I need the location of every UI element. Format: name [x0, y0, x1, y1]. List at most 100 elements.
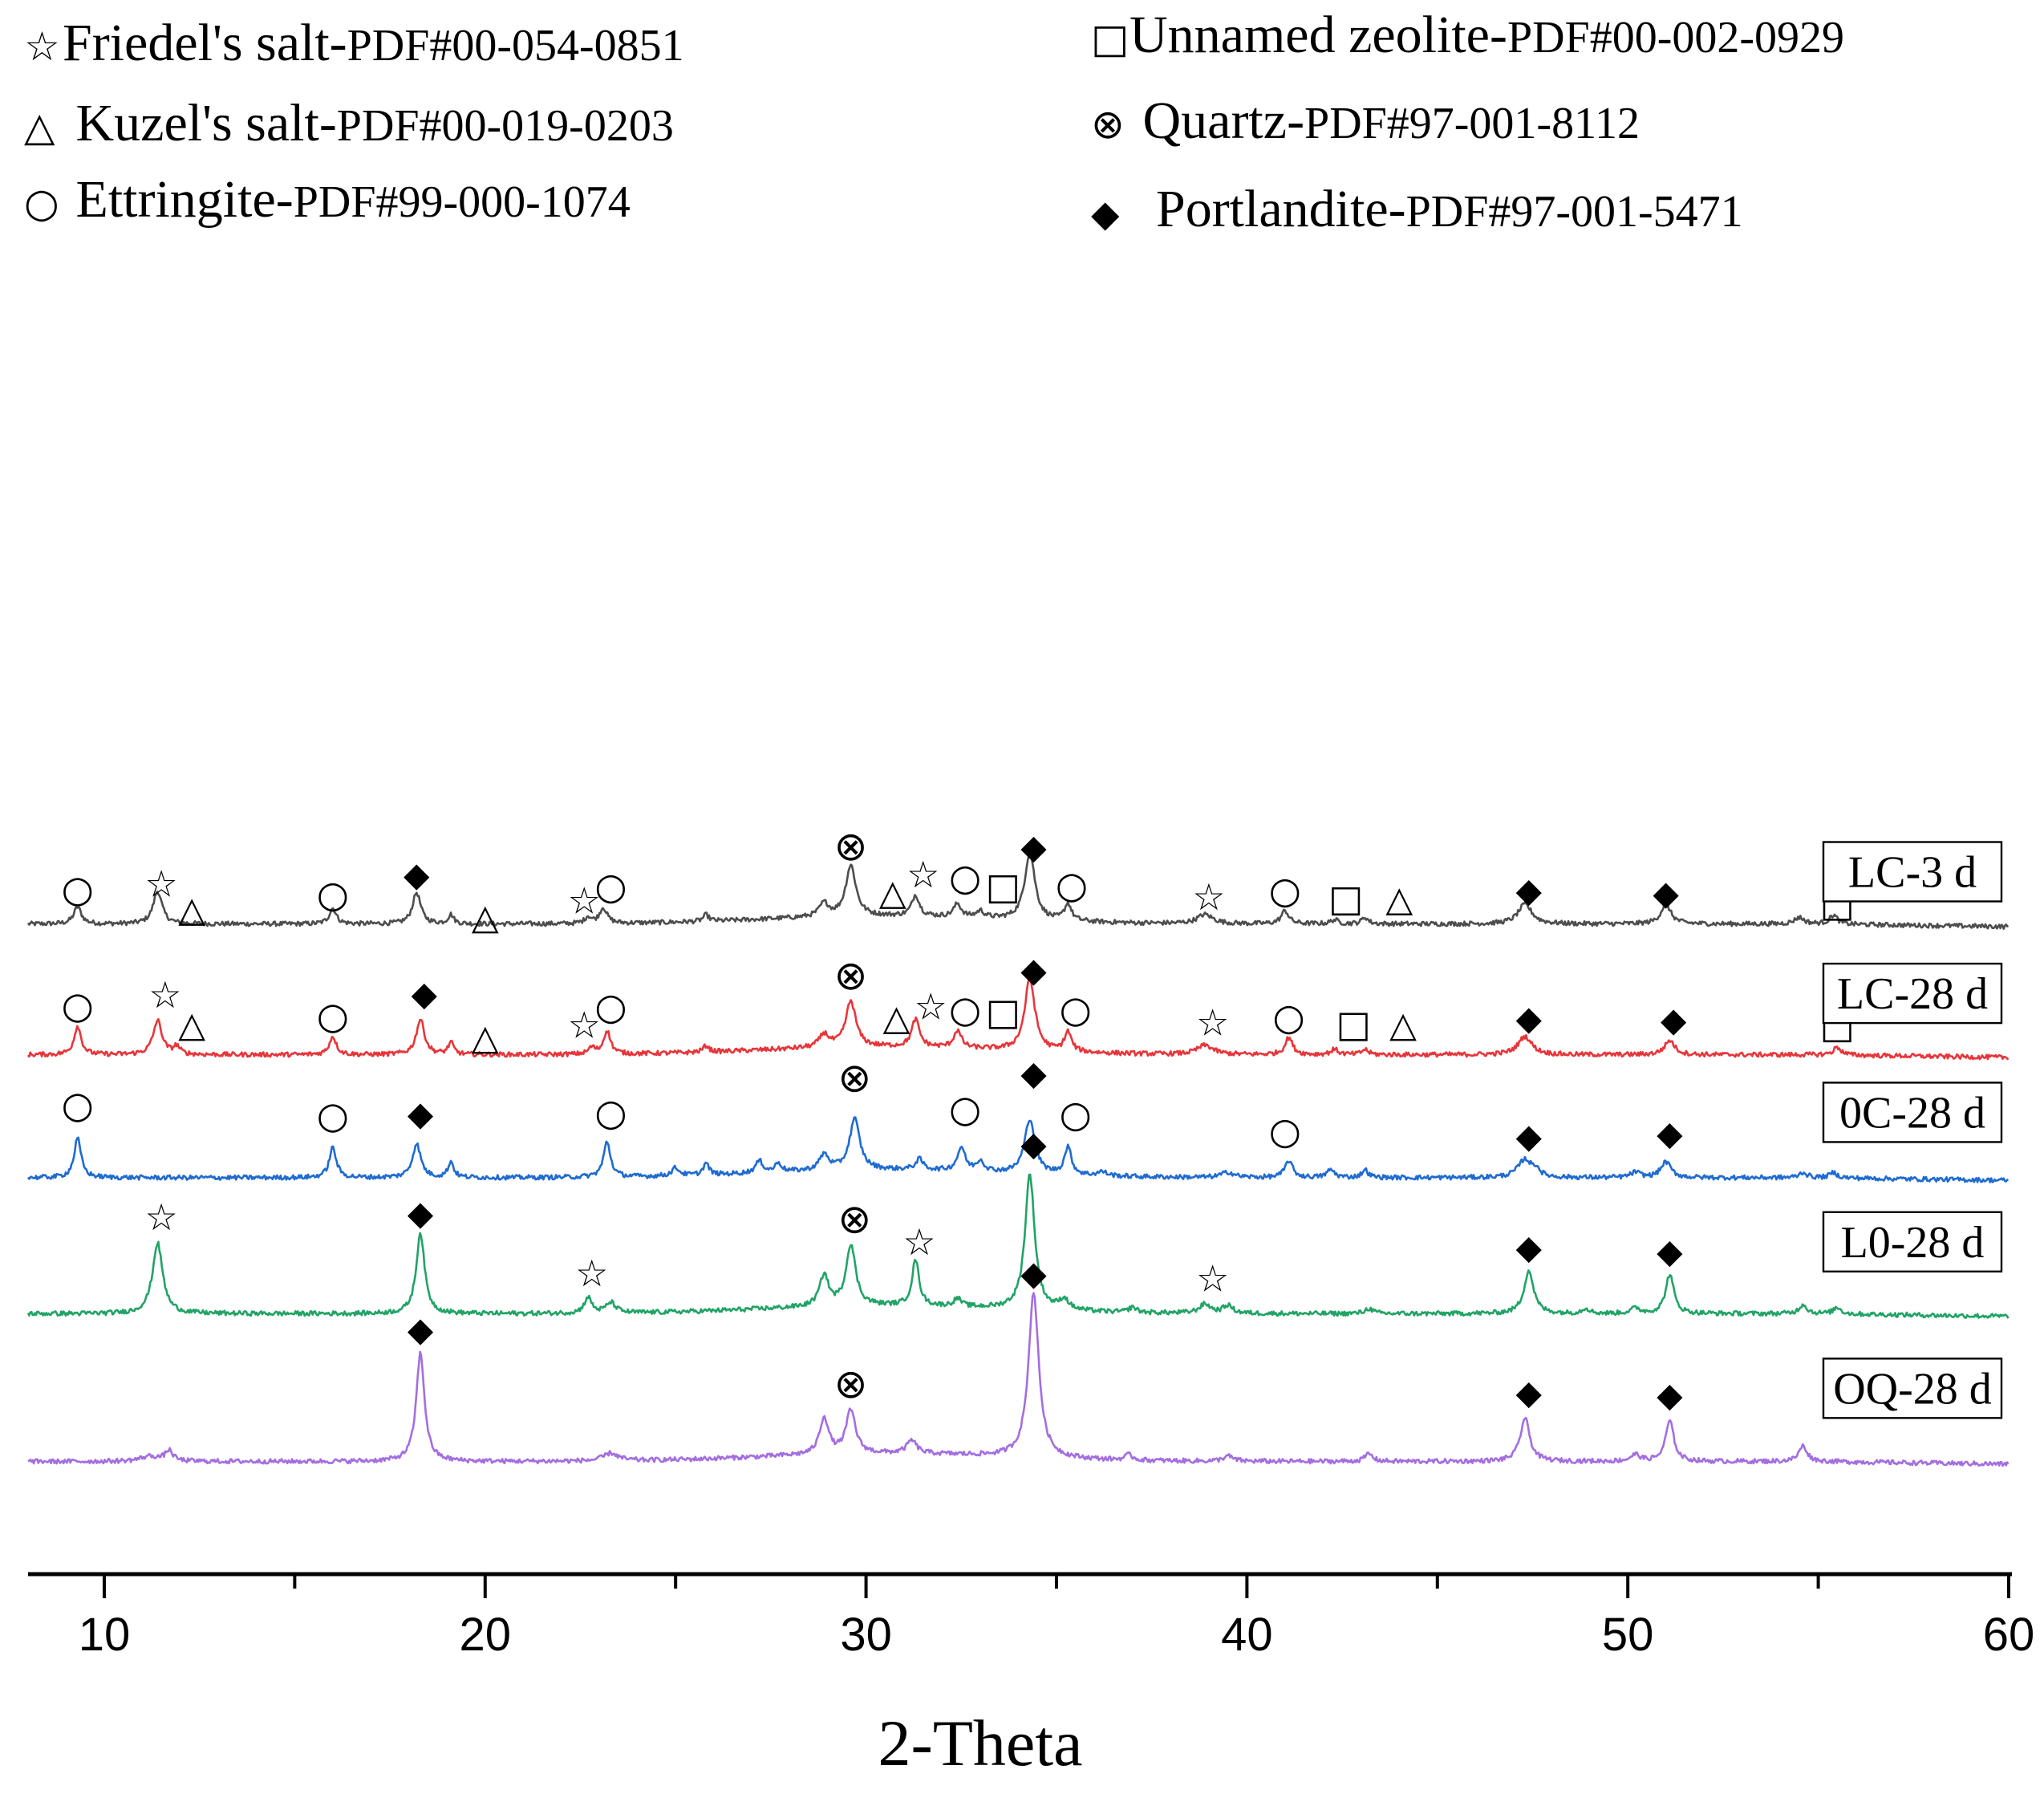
series-LC-28-d: [26, 977, 2010, 1061]
legend-phase-name: Portlandite-: [1129, 180, 1406, 238]
series-labels: LC-3 d LC-28 d 0C-28 d L0-28 d OQ-28 d: [1822, 841, 2003, 1419]
legend-entry-circle: ○ Ettringite-PDF#99-000-1074: [24, 170, 631, 229]
circle-marker: ○: [1269, 1110, 1301, 1153]
legend: ☆ Friedel's salt-PDF#00-054-0851 △ Kuzel's…: [24, 6, 1844, 238]
diamond-marker: ◆: [1516, 1116, 1543, 1155]
xrd-trace: [26, 850, 2010, 930]
circle-marker: ○: [1056, 863, 1088, 907]
legend-pdf-code: PDF#97-001-8112: [1304, 99, 1640, 148]
diamond-marker: ◆: [408, 1194, 434, 1233]
circle-marker: ○: [317, 994, 349, 1037]
markers-LC-28-d: ○ ☆△ ○◆△ ☆○⊗△ ☆ ○ □◆○ ☆ ○ □ △ ◆ ◆ □: [62, 950, 1855, 1058]
markers-OQ-28-d: ◆ ⊗ ◆ ◆ ◆: [408, 1254, 1683, 1415]
markers-0C-28-d: ○ ○ ◆ ○ ⊗ ○ ◆ ○ ○ ◆ ◆: [62, 1053, 1684, 1155]
series-label-box: [1822, 962, 2003, 1025]
circle-marker: ○: [594, 865, 627, 908]
square-marker: □: [1328, 876, 1363, 919]
diamond-marker: ◆: [1657, 1232, 1683, 1271]
diamond-marker: ◆: [1516, 1228, 1543, 1267]
diamond-marker: ◆: [1020, 950, 1047, 989]
star-marker: ☆: [145, 862, 178, 905]
star-marker: ☆: [568, 1004, 601, 1047]
series-label-text: 0C-28 d: [1839, 1088, 1985, 1138]
star-marker: ☆: [575, 1252, 608, 1295]
circle-marker: ○: [1060, 1092, 1092, 1135]
diamond-marker: ◆: [1020, 1053, 1047, 1093]
series-label-text: L0-28 d: [1841, 1218, 1985, 1268]
legend-phase-name: Ettringite-: [63, 170, 294, 229]
diamond-marker: ◆: [1657, 1375, 1683, 1414]
legend-entry-triangle: △ Kuzel's salt-PDF#00-019-0203: [24, 94, 674, 152]
circle-marker: ○: [949, 988, 981, 1031]
otimes-marker: ⊗: [834, 952, 868, 999]
series-label-box: [1822, 841, 2003, 903]
circle-marker: ○: [317, 1094, 349, 1137]
otimes-marker: ⊗: [837, 1054, 871, 1101]
series-OQ-28-d: [27, 1292, 2010, 1467]
circle-marker: ○: [594, 985, 627, 1029]
legend-entry-diamond: ◆ Portlandite-PDF#97-001-5471: [1091, 180, 1743, 238]
x-tick-label: 60: [1983, 1609, 2035, 1661]
series-label: LC-3 d: [1822, 841, 2003, 903]
legend-label: Unnamed zeolite-PDF#00-002-0929: [1129, 6, 1844, 64]
star-marker: ☆: [906, 853, 939, 896]
series-label-text: LC-3 d: [1848, 848, 1977, 898]
diamond-marker: ◆: [1653, 873, 1680, 912]
triangle-marker: △: [178, 889, 205, 930]
circle-marker: ○: [62, 867, 94, 911]
series-label: L0-28 d: [1822, 1211, 2003, 1272]
diamond-marker: ◆: [1020, 1124, 1047, 1163]
x-axis: 10 20 30 40 50 60 2-Theta: [28, 1572, 2035, 1780]
diamond-marker: ◆: [404, 854, 430, 894]
circle-marker: ○: [62, 984, 94, 1027]
diamond-marker: ◆: [1657, 1114, 1683, 1153]
square-icon: □: [1091, 15, 1129, 62]
legend-label: Ettringite-PDF#99-000-1074: [63, 170, 631, 229]
x-tick-label: 40: [1221, 1609, 1273, 1661]
otimes-marker: ⊗: [837, 1195, 871, 1242]
diamond-marker: ◆: [1516, 999, 1543, 1038]
markers-LC-3-d: ○ ☆△ ○ ◆△ ☆○⊗△ ☆ ○ □◆○ ☆ ○ □ △ ◆ ◆ □: [62, 823, 1855, 938]
legend-label: Portlandite-PDF#97-001-5471: [1129, 180, 1743, 238]
triangle-marker: △: [472, 897, 499, 938]
star-marker: ☆: [148, 973, 181, 1017]
legend-pdf-code: PDF#00-002-0929: [1507, 13, 1844, 63]
legend-pdf-code: PDF#97-001-5471: [1406, 187, 1743, 237]
triangle-icon: △: [24, 103, 55, 150]
xrd-trace: [26, 977, 2010, 1061]
circle-marker: ○: [949, 855, 981, 899]
star-marker: ☆: [568, 879, 601, 923]
star-icon: ☆: [24, 23, 60, 70]
legend-pdf-code: PDF#00-054-0851: [347, 21, 684, 71]
legend-phase-name: Unnamed zeolite-: [1129, 6, 1507, 64]
star-marker: ☆: [1196, 1000, 1229, 1044]
triangle-marker: △: [879, 872, 906, 913]
series-label: LC-28 d: [1822, 962, 2003, 1025]
series-L0-28-d: [26, 1173, 2010, 1319]
legend-label: Quartz-PDF#97-001-8112: [1129, 91, 1640, 150]
circle-marker: ○: [62, 1083, 94, 1126]
triangle-marker: △: [1385, 879, 1413, 919]
legend-phase-name: Quartz-: [1129, 91, 1304, 150]
circle-marker: ○: [1060, 988, 1092, 1031]
legend-pdf-code: PDF#99-000-1074: [294, 177, 631, 227]
star-marker: ☆: [915, 985, 947, 1029]
legend-phase-name: Friedel's salt-: [63, 14, 347, 72]
legend-entry-otimes: ⊗ Quartz-PDF#97-001-8112: [1091, 91, 1640, 150]
circle-marker: ○: [1269, 869, 1301, 912]
diamond-marker: ◆: [1516, 1373, 1543, 1412]
series-label-box: [1822, 1211, 2003, 1272]
legend-entry-star: ☆ Friedel's salt-PDF#00-054-0851: [24, 14, 684, 72]
triangle-marker: △: [1389, 1004, 1417, 1045]
x-tick-label: 20: [460, 1609, 512, 1661]
diamond-marker: ◆: [408, 1094, 434, 1134]
circle-marker: ○: [949, 1087, 981, 1130]
diamond-marker: ◆: [1516, 871, 1543, 910]
star-marker: ☆: [1192, 875, 1225, 919]
series-LC-3-d: [26, 850, 2010, 930]
triangle-marker: △: [472, 1017, 499, 1058]
x-tick-label: 30: [840, 1609, 892, 1661]
legend-label: Friedel's salt-PDF#00-054-0851: [63, 14, 684, 72]
circle-marker: ○: [594, 1091, 627, 1134]
